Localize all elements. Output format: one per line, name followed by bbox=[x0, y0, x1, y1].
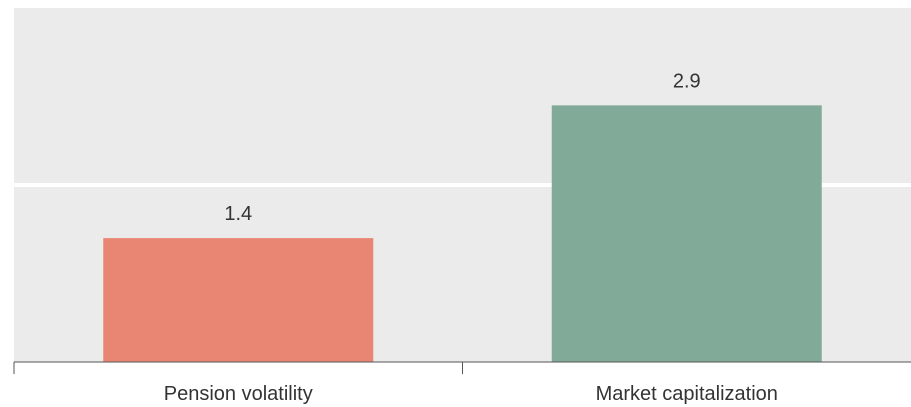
x-tick-label: Pension volatility bbox=[164, 383, 313, 405]
data-label: 2.9 bbox=[673, 70, 701, 92]
bars bbox=[103, 105, 822, 362]
x-tick-label: Market capitalization bbox=[596, 383, 778, 405]
data-labels: 1.4 2.9 bbox=[224, 70, 700, 225]
bar bbox=[551, 105, 822, 362]
x-axis-ticks: Pension volatility Market capitalization bbox=[13, 362, 778, 405]
data-label: 1.4 bbox=[224, 203, 252, 225]
bar bbox=[103, 238, 374, 362]
